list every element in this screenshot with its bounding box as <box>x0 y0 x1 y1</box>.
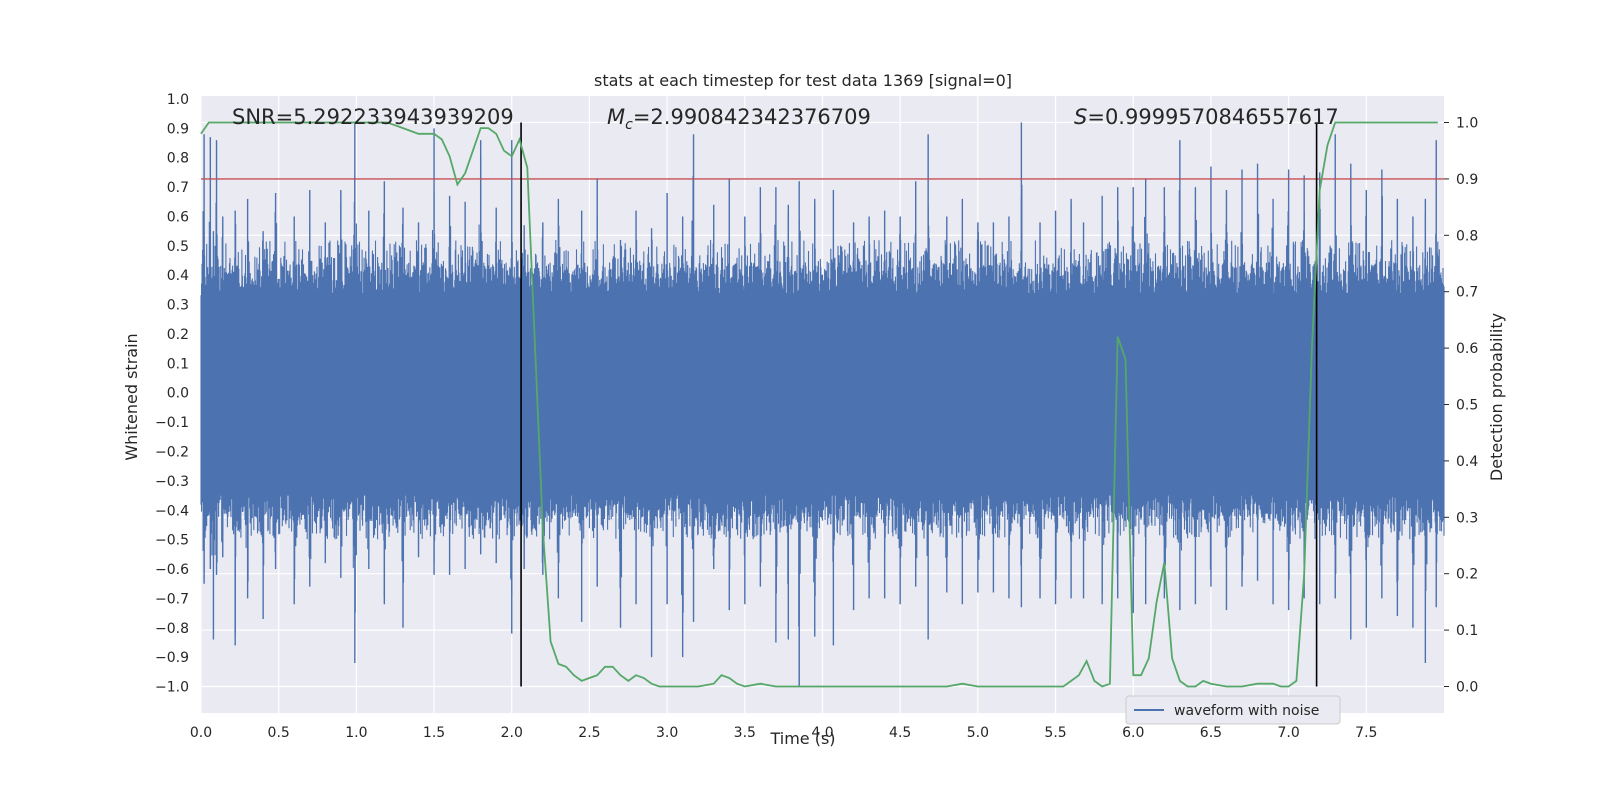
waveform-core <box>201 292 1444 496</box>
y-tick-label: −0.2 <box>155 445 189 461</box>
chirp-mass-annotation: Mc=2.990842342376709 <box>607 105 871 133</box>
y2-tick-label: 0.2 <box>1456 567 1478 583</box>
x-tick-label: 4.0 <box>811 725 833 741</box>
chirp-mass-value: =2.990842342376709 <box>633 105 871 129</box>
y-axis-label: Whitened strain <box>122 333 141 460</box>
y-tick-label: 0.7 <box>167 180 189 196</box>
y-tick-label: −0.5 <box>155 533 189 549</box>
x-tick-labels: 0.0 0.5 1.0 1.5 2.0 2.5 3.0 3.5 4.0 4.5 5.0 5.5 6.0 6… <box>190 725 1378 741</box>
x-tick-label: 3.5 <box>734 725 756 741</box>
y-tick-label: 1.0 <box>167 92 189 108</box>
y2-tick-label: 0.0 <box>1456 679 1478 695</box>
legend: waveform with noise <box>1125 695 1341 725</box>
y2-tick-label: 0.7 <box>1456 285 1478 301</box>
y2-tick-label: 0.9 <box>1456 172 1478 188</box>
x-tick-label: 5.0 <box>967 725 989 741</box>
legend-label: waveform with noise <box>1174 703 1319 719</box>
y2-tick-label: 0.3 <box>1456 510 1478 526</box>
x-tick-label: 1.0 <box>345 725 367 741</box>
x-tick-label: 2.5 <box>578 725 600 741</box>
x-tick-label: 6.5 <box>1200 725 1222 741</box>
y-tick-labels: −1.0 −0.9 −0.8 −0.7 −0.6 −0.5 −0.4 −0.3 −0.2 −0.1… <box>155 92 189 696</box>
s-value: =0.9999570846557617 <box>1087 105 1338 129</box>
y-tick-label: −0.4 <box>155 503 189 519</box>
y-tick-label: 0.3 <box>167 298 189 314</box>
x-tick-label: 1.5 <box>423 725 445 741</box>
detection-probability-line <box>200 121 1438 688</box>
y-tick-label: −0.3 <box>155 474 189 490</box>
y2-tick-label: 0.5 <box>1456 398 1478 414</box>
y-tick-label: 0.9 <box>167 121 189 137</box>
y-tick-label: 0.0 <box>167 386 189 402</box>
snr-annotation: SNR=5.292233943939209 <box>232 105 514 129</box>
x-axis-label: Time (s) <box>769 729 835 748</box>
y2-tick-label: 1.0 <box>1456 116 1478 132</box>
x-tick-label: 0.5 <box>268 725 290 741</box>
y-tick-label: 0.1 <box>167 356 189 372</box>
x-tick-label: 0.0 <box>190 725 212 741</box>
y-tick-label: −0.9 <box>155 650 189 666</box>
y2-tick-labels: 0.0 0.1 0.2 0.3 0.4 0.5 0.6 0.7 0.8 0.9 1.0 <box>1444 116 1478 695</box>
waveform-series <box>200 122 1445 687</box>
y-tick-label: 0.2 <box>167 327 189 343</box>
s-annotation: S=0.9999570846557617 <box>1074 105 1339 129</box>
x-tick-label: 6.0 <box>1122 725 1144 741</box>
y-tick-label: 0.8 <box>167 151 189 167</box>
x-tick-label: 3.0 <box>656 725 678 741</box>
event-markers <box>520 122 1318 687</box>
y-tick-label: −1.0 <box>155 680 189 696</box>
chart-title: stats at each timestep for test data 136… <box>594 71 1012 90</box>
y-tick-label: 0.4 <box>167 268 189 284</box>
y-tick-label: 0.5 <box>167 239 189 255</box>
x-tick-label: 4.5 <box>889 725 911 741</box>
x-tick-label: 7.0 <box>1277 725 1299 741</box>
y-tick-label: −0.7 <box>155 591 189 607</box>
y2-axis-label: Detection probability <box>1487 313 1506 481</box>
y2-tick-label: 0.8 <box>1456 228 1478 244</box>
x-tick-label: 2.0 <box>501 725 523 741</box>
y2-tick-label: 0.6 <box>1456 341 1478 357</box>
y2-tick-label: 0.4 <box>1456 454 1478 470</box>
y-tick-label: −0.8 <box>155 621 189 637</box>
y-tick-label: 0.6 <box>167 209 189 225</box>
y2-tick-label: 0.1 <box>1456 623 1478 639</box>
y-tick-label: −0.6 <box>155 562 189 578</box>
legend-box <box>1125 695 1341 725</box>
y-tick-label: −0.1 <box>155 415 189 431</box>
x-tick-label: 5.5 <box>1044 725 1066 741</box>
x-tick-label: 7.5 <box>1355 725 1377 741</box>
